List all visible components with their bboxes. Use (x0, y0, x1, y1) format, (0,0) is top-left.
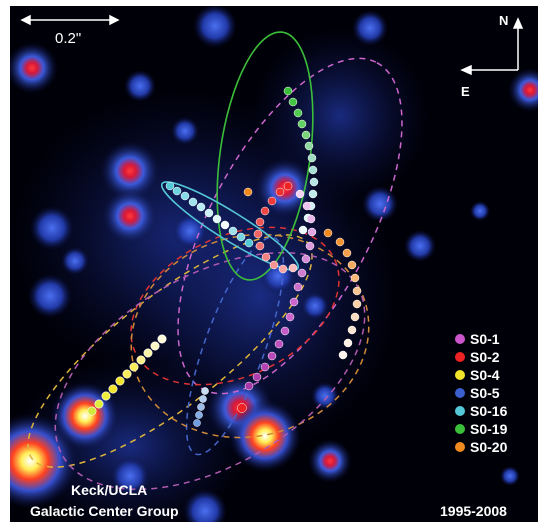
s0-20-positions (243, 187, 362, 360)
legend-swatch (455, 334, 465, 344)
orbit-s0-19 (216, 31, 314, 281)
scale-label: 0.2" (55, 30, 82, 47)
galactic-center-image (10, 6, 538, 522)
credit-line-1: Keck/UCLA (71, 482, 148, 498)
legend-label: S0-19 (470, 421, 508, 437)
background-stars (10, 6, 538, 522)
legend-swatch (455, 442, 465, 452)
legend-item-s0-5: S0-5 (455, 384, 537, 402)
legend-swatch (455, 352, 465, 362)
legend-swatch (455, 406, 465, 416)
legend-item-s0-4: S0-4 (455, 366, 537, 384)
legend-label: S0-20 (470, 439, 508, 455)
legend-label: S0-5 (470, 385, 500, 401)
orbit-s0-5 (185, 236, 285, 456)
legend-label: S0-4 (470, 367, 500, 383)
legend-label: S0-2 (470, 349, 500, 365)
legend-item-s0-1: S0-1 (455, 330, 537, 348)
date-range: 1995-2008 (440, 503, 507, 519)
s0-5-positions (193, 387, 209, 427)
credit-line-2: Galactic Center Group (30, 503, 179, 519)
legend-item-s0-20: S0-20 (455, 438, 537, 456)
orbit-s0-1b (54, 251, 366, 491)
legend-item-s0-16: S0-16 (455, 402, 537, 420)
legend-item-s0-2: S0-2 (455, 348, 537, 366)
scale-bar (20, 14, 120, 26)
legend-item-s0-19: S0-19 (455, 420, 537, 438)
solid-orbits (160, 31, 314, 281)
legend-label: S0-1 (470, 331, 500, 347)
legend-swatch (455, 388, 465, 398)
orbit-s0-2 (130, 226, 340, 386)
s0-4-positions (87, 334, 167, 416)
compass-north-label: N (499, 13, 509, 28)
legend-swatch (455, 424, 465, 434)
compass-arrows (460, 17, 524, 76)
compass-east-label: E (461, 84, 470, 99)
s0-1-positions (244, 189, 317, 391)
s0-16-positions (165, 181, 254, 248)
legend: S0-1 S0-2 S0-4 S0-5 S0-16 S0-19 S0-20 (455, 330, 537, 456)
legend-label: S0-16 (470, 403, 508, 419)
legend-swatch (455, 370, 465, 380)
orbit-s0-16 (160, 181, 300, 271)
s0-2-positions (237, 181, 298, 413)
